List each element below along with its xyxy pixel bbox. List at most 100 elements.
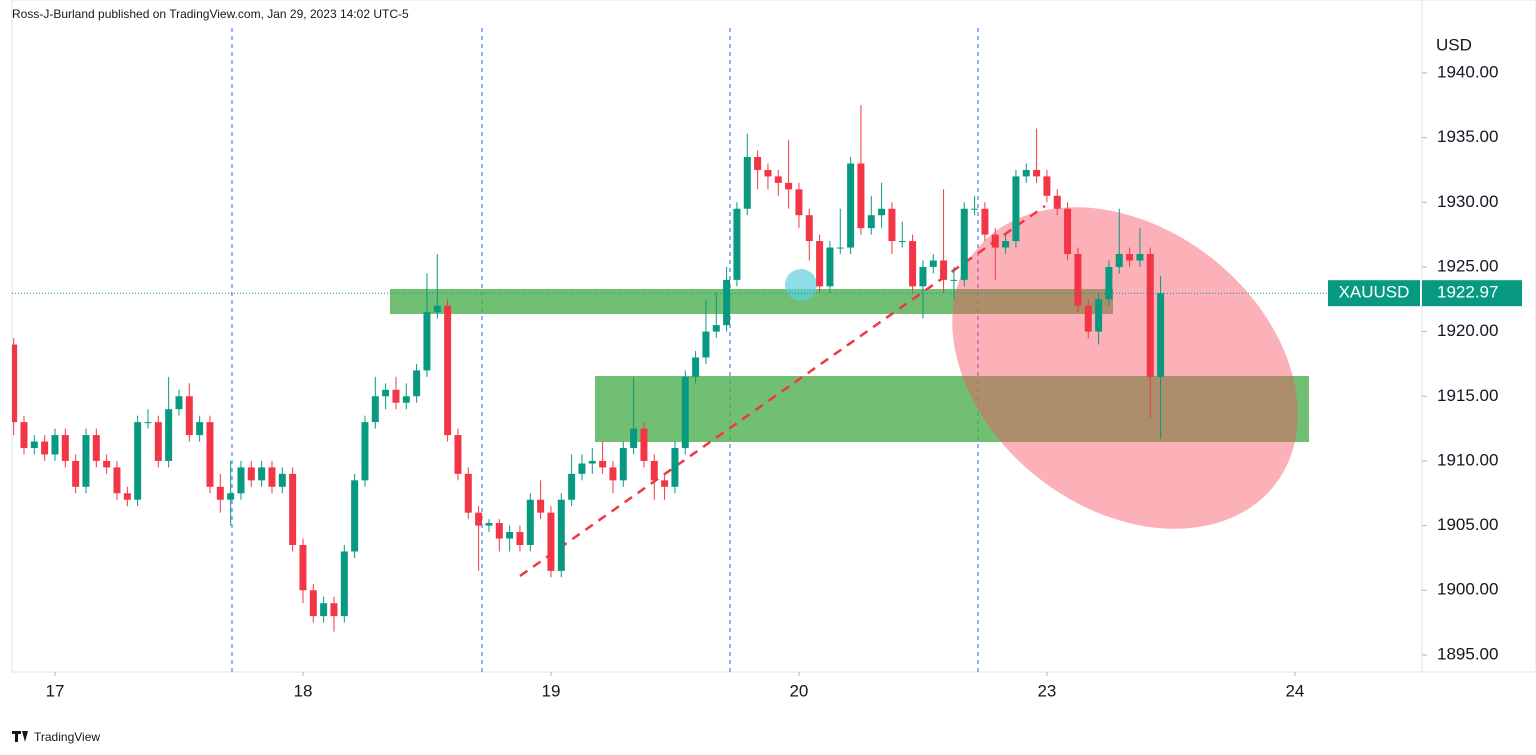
candle-body <box>1033 169 1041 177</box>
candle-body <box>733 208 741 280</box>
candle-body <box>475 512 483 526</box>
candle-body <box>1022 169 1030 177</box>
candle-body <box>227 493 235 500</box>
candle-body <box>1105 266 1113 300</box>
candle-body <box>888 208 896 242</box>
candle-body <box>216 486 224 500</box>
candle-body <box>547 512 555 571</box>
candle-body <box>1115 254 1123 267</box>
candle-body <box>103 460 111 468</box>
candle-body <box>898 241 906 243</box>
candle-body <box>630 428 638 448</box>
candle-body <box>940 260 948 280</box>
candle-body <box>526 499 534 545</box>
candle-body <box>82 435 90 487</box>
candle-body <box>30 441 38 448</box>
candle-body <box>61 435 69 461</box>
candle-body <box>867 215 875 229</box>
candle-body <box>774 176 782 183</box>
trend-line <box>519 204 1046 578</box>
candle-body <box>1053 195 1061 209</box>
candle-body <box>516 532 524 545</box>
candle-body <box>289 473 297 545</box>
y-tick-label: 1935.00 <box>1437 127 1498 146</box>
candle-body <box>681 376 689 448</box>
candle-body <box>464 473 472 513</box>
candle-body <box>351 480 359 552</box>
session-breaks <box>231 28 979 672</box>
candle-body <box>609 467 617 481</box>
x-tick-label: 24 <box>1285 681 1304 700</box>
candle-body <box>134 422 142 500</box>
candle-body <box>712 325 720 332</box>
candle-body <box>454 435 462 474</box>
candle-body <box>330 603 338 617</box>
symbol-tag <box>1328 280 1420 307</box>
candle-body <box>723 279 731 326</box>
candle-body <box>836 247 844 249</box>
candle-body <box>578 463 586 474</box>
candle-body <box>278 473 286 487</box>
candle-body <box>919 266 927 287</box>
touch-marker <box>785 269 817 301</box>
y-tick-label: 1930.00 <box>1437 192 1498 211</box>
candle-body <box>258 467 266 481</box>
candle-body <box>247 467 255 481</box>
candle-body <box>1064 208 1072 255</box>
candle-body <box>299 544 307 591</box>
candle-body <box>485 523 493 526</box>
candle-body <box>1136 254 1144 261</box>
candle-body <box>909 241 917 287</box>
header: Ross-J-Burland published on TradingView.… <box>12 7 409 21</box>
symbol-label: XAUUSD <box>1339 283 1410 302</box>
candle-body <box>857 163 865 229</box>
candle-body <box>1043 176 1051 196</box>
candle-body <box>165 409 173 461</box>
candle-body <box>382 389 390 397</box>
candle-body <box>1146 254 1154 377</box>
footer: TradingView <box>34 730 100 744</box>
candle-body <box>785 182 793 190</box>
candle-body <box>392 389 400 403</box>
candles <box>12 105 1165 632</box>
candle-body <box>206 422 214 487</box>
candle-body <box>950 279 958 281</box>
candle-body <box>495 523 503 539</box>
candle-body <box>423 312 431 371</box>
candle-body <box>671 448 679 487</box>
candle-body <box>309 590 317 617</box>
candle-body <box>847 163 855 248</box>
y-tick-label: 1900.00 <box>1437 580 1498 599</box>
drawings <box>390 204 1309 578</box>
candle-body <box>185 396 193 436</box>
candle-body <box>123 493 131 500</box>
x-tick-label: 17 <box>46 681 65 700</box>
candle-body <box>568 473 576 500</box>
candle-body <box>588 460 596 464</box>
candle-body <box>1126 254 1134 261</box>
candle-body <box>361 422 369 481</box>
candle-body <box>175 396 183 410</box>
y-axis-label: USD <box>1436 35 1472 54</box>
candle-body <box>402 396 410 403</box>
candle-body <box>1002 241 1010 248</box>
y-tick-label: 1915.00 <box>1437 386 1498 405</box>
x-tick-label: 19 <box>541 681 560 700</box>
candle-body <box>506 532 514 539</box>
candle-body <box>692 357 700 377</box>
candle-body <box>640 428 648 461</box>
candle-body <box>92 435 100 461</box>
candle-body <box>981 208 989 235</box>
candle-body <box>113 467 121 494</box>
candle-body <box>340 551 348 617</box>
y-tick-label: 1920.00 <box>1437 321 1498 340</box>
candle-body <box>20 422 28 448</box>
logo <box>12 731 28 742</box>
candle-body <box>1095 299 1103 332</box>
y-tick-label: 1910.00 <box>1437 450 1498 469</box>
candle-body <box>268 467 276 487</box>
candle-body <box>1074 254 1082 306</box>
candle-body <box>41 441 49 455</box>
candle-body <box>971 208 979 210</box>
